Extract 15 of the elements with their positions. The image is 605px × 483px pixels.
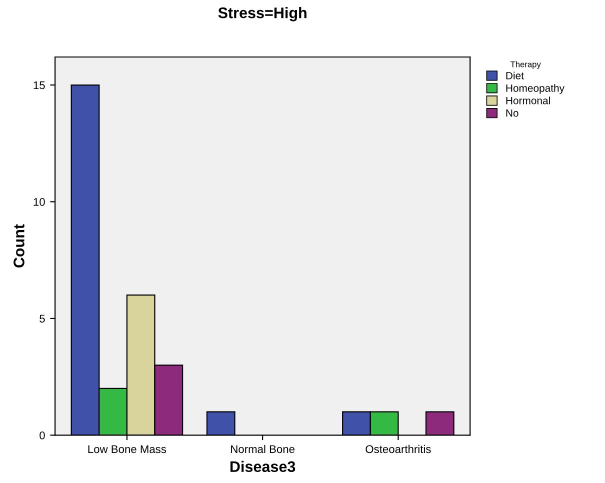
y-axis-title: Count xyxy=(14,224,24,268)
legend-title: Therapy xyxy=(510,61,541,69)
chart-title: Stress=High xyxy=(218,7,306,22)
y-tick-label: 5 xyxy=(40,314,45,323)
x-tick-label: Osteoarthritis xyxy=(366,444,431,454)
y-tick-label: 10 xyxy=(34,198,45,206)
legend-label: Homeopathy xyxy=(506,84,564,94)
x-tick-label: Normal Bone xyxy=(231,444,294,454)
y-tick-label: 0 xyxy=(40,431,45,440)
y-tick-label: 15 xyxy=(34,81,45,90)
x-tick-label: Low Bone Mass xyxy=(88,445,166,454)
legend-label: No xyxy=(506,109,518,117)
x-axis-title: Disease3 xyxy=(230,460,296,472)
legend-label: Hormonal xyxy=(506,96,550,104)
legend-label: Diet xyxy=(506,72,524,80)
